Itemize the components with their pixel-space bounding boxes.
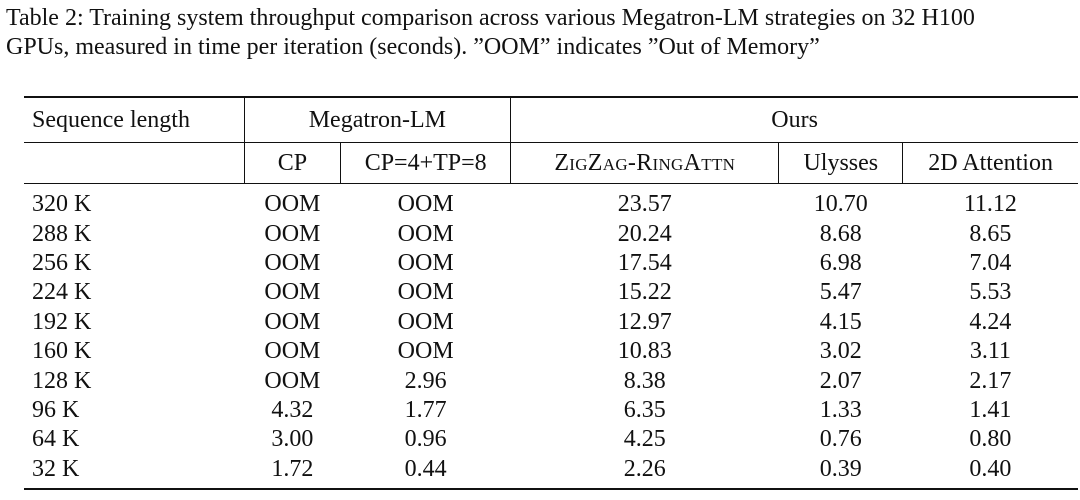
cell-cp: OOM [264, 338, 321, 365]
cell-cp-tp: OOM [397, 308, 454, 335]
table-row: 256 K OOM OOM 17.54 6.98 7.04 [24, 249, 1078, 278]
table-row: 160 K OOM OOM 10.83 3.02 3.11 [24, 337, 1078, 366]
table-row: 320 K OOM OOM 23.57 10.70 11.12 [24, 184, 1078, 220]
cell-seq: 96 K [32, 396, 80, 423]
header-cp: CP [244, 142, 342, 184]
header-blank [24, 142, 245, 184]
caption-line-1: Table 2: Training system throughput comp… [6, 5, 975, 31]
cell-zigzag: 15.22 [617, 279, 672, 306]
cell-cp: 4.32 [271, 396, 314, 423]
header-sequence-length: Sequence length [24, 96, 245, 143]
header-zigzag-ringattn: ZigZag-RingAttn [510, 142, 780, 184]
cell-2d-attention: 7.04 [969, 249, 1012, 276]
table-row: 64 K 3.00 0.96 4.25 0.76 0.80 [24, 425, 1078, 454]
cell-zigzag: 17.54 [617, 249, 672, 276]
cell-ulysses: 4.15 [819, 308, 862, 335]
table-row: 288 K OOM OOM 20.24 8.68 8.65 [24, 219, 1078, 248]
header-cp-tp: CP=4+TP=8 [340, 142, 512, 184]
header-ulysses: Ulysses [778, 142, 904, 184]
cell-2d-attention: 0.80 [969, 426, 1012, 453]
cell-2d-attention: 0.40 [902, 454, 1078, 490]
cell-seq: 288 K [32, 220, 92, 247]
cell-2d-attention: 8.65 [969, 220, 1012, 247]
table-row: 224 K OOM OOM 15.22 5.47 5.53 [24, 278, 1078, 307]
caption-line-2: GPUs, measured in time per iteration (se… [6, 34, 820, 60]
table-row: 128 K OOM 2.96 8.38 2.07 2.17 [24, 366, 1078, 395]
cell-zigzag: 12.97 [617, 308, 672, 335]
cell-seq: 224 K [32, 279, 92, 306]
cell-seq: 256 K [32, 249, 92, 276]
cell-2d-attention: 4.24 [969, 308, 1012, 335]
cell-zigzag: 8.38 [623, 367, 666, 394]
cell-zigzag: 2.26 [510, 454, 779, 490]
cell-seq: 160 K [32, 338, 92, 365]
cell-ulysses: 5.47 [819, 279, 862, 306]
cell-cp-tp: OOM [397, 249, 454, 276]
cell-seq: 128 K [32, 367, 92, 394]
cell-ulysses: 10.70 [813, 191, 868, 218]
cell-2d-attention: 3.11 [969, 338, 1011, 365]
cell-cp-tp: 0.44 [340, 454, 511, 490]
table-row: 192 K OOM OOM 12.97 4.15 4.24 [24, 308, 1078, 337]
cell-ulysses: 6.98 [819, 249, 862, 276]
cell-cp-tp: OOM [397, 220, 454, 247]
table-caption: Table 2: Training system throughput comp… [6, 4, 1074, 62]
cell-cp: OOM [264, 249, 321, 276]
table-row: 96 K 4.32 1.77 6.35 1.33 1.41 [24, 396, 1078, 425]
cell-cp: OOM [264, 367, 321, 394]
cell-cp: OOM [264, 279, 321, 306]
cell-cp: OOM [264, 191, 321, 218]
cell-ulysses: 0.39 [778, 454, 903, 490]
cell-cp: 1.72 [244, 454, 341, 490]
cell-ulysses: 2.07 [819, 367, 862, 394]
header-2d-attention: 2D Attention [902, 142, 1078, 184]
cell-cp-tp: 0.96 [404, 426, 447, 453]
cell-cp-tp: 1.77 [404, 396, 447, 423]
cell-2d-attention: 5.53 [969, 279, 1012, 306]
cell-ulysses: 0.76 [819, 426, 862, 453]
table-row: 32 K 1.72 0.44 2.26 0.39 0.40 [24, 454, 1078, 490]
header-megatron-lm: Megatron-LM [244, 96, 512, 143]
cell-ulysses: 8.68 [819, 220, 862, 247]
cell-zigzag: 10.83 [617, 338, 672, 365]
throughput-table: Sequence length Megatron-LM Ours CP CP=4… [24, 96, 1078, 490]
cell-zigzag: 20.24 [617, 220, 672, 247]
cell-seq: 64 K [32, 426, 80, 453]
sub-header-row: CP CP=4+TP=8 ZigZag-RingAttn Ulysses 2D … [24, 142, 1078, 184]
cell-2d-attention: 2.17 [969, 367, 1012, 394]
cell-seq: 320 K [32, 191, 92, 218]
cell-cp-tp: OOM [397, 191, 454, 218]
cell-cp: OOM [264, 220, 321, 247]
cell-seq: 192 K [32, 308, 92, 335]
header-ours: Ours [510, 96, 1078, 143]
table-body: 320 K OOM OOM 23.57 10.70 11.12 288 K OO… [24, 184, 1078, 490]
cell-ulysses: 1.33 [819, 396, 862, 423]
cell-cp-tp: 2.96 [404, 367, 447, 394]
cell-cp-tp: OOM [397, 279, 454, 306]
cell-seq: 32 K [24, 454, 245, 490]
cell-zigzag: 4.25 [623, 426, 666, 453]
cell-2d-attention: 11.12 [963, 191, 1017, 218]
cell-cp-tp: OOM [397, 338, 454, 365]
cell-zigzag: 6.35 [623, 396, 666, 423]
cell-cp: 3.00 [271, 426, 314, 453]
cell-2d-attention: 1.41 [969, 396, 1012, 423]
cell-cp: OOM [264, 308, 321, 335]
group-header-row: Sequence length Megatron-LM Ours [24, 96, 1078, 143]
cell-ulysses: 3.02 [819, 338, 862, 365]
cell-zigzag: 23.57 [617, 191, 672, 218]
